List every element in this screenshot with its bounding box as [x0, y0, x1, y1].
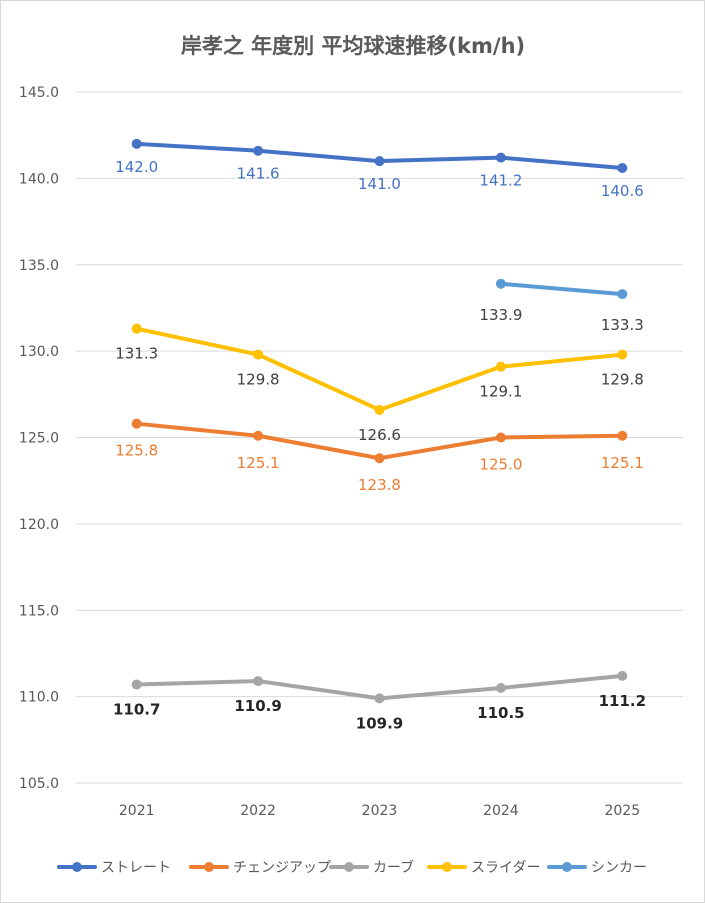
data-point: [253, 430, 264, 441]
data-label: 125.1: [601, 454, 644, 472]
chart-title: 岸孝之 年度別 平均球速推移(km/h): [181, 34, 525, 58]
legend-swatch-marker: [204, 862, 214, 872]
data-label: 110.9: [234, 697, 281, 715]
legend-label: チェンジアップ: [233, 860, 331, 876]
series-line: [134, 326, 625, 412]
data-label: 141.0: [358, 175, 401, 193]
x-tick-label: 2022: [240, 803, 276, 819]
y-tick-label: 120.0: [19, 517, 59, 533]
x-tick-label: 2024: [483, 803, 519, 819]
data-label: 125.0: [479, 456, 522, 474]
data-label-layer: 142.0 141.6 141.0 141.2 140.6 125.8 125.1 123.8…: [113, 158, 646, 733]
data-point: [617, 430, 628, 441]
legend-swatch-marker: [344, 862, 354, 872]
data-label: 125.1: [237, 454, 280, 472]
data-label: 111.2: [599, 692, 646, 710]
data-point: [495, 361, 506, 372]
data-label: 129.8: [601, 371, 644, 389]
series-layer: [131, 138, 628, 704]
data-label: 142.0: [115, 158, 158, 176]
data-point: [253, 349, 264, 360]
data-point: [495, 278, 506, 289]
data-point: [617, 289, 628, 300]
legend-label: ストレート: [101, 860, 171, 876]
data-point: [131, 679, 142, 690]
y-tick-label: 145.0: [19, 85, 59, 101]
x-tick-label: 2023: [362, 803, 398, 819]
data-label: 125.8: [115, 442, 158, 460]
legend-swatch-marker: [442, 862, 452, 872]
data-point: [131, 418, 142, 429]
data-point: [374, 453, 385, 464]
data-point: [617, 349, 628, 360]
data-label: 129.8: [237, 371, 280, 389]
data-label: 110.7: [113, 701, 160, 719]
x-tick-label: 2025: [604, 803, 640, 819]
y-tick-label: 135.0: [19, 258, 59, 274]
data-label: 141.2: [479, 172, 522, 190]
data-point: [495, 432, 506, 443]
data-label: 123.8: [358, 476, 401, 494]
data-point: [374, 404, 385, 415]
data-point: [131, 138, 142, 149]
data-point: [374, 156, 385, 167]
y-tick-label: 105.0: [19, 776, 59, 792]
y-tick-label: 125.0: [19, 431, 59, 447]
data-label: 133.9: [479, 306, 522, 324]
data-point: [495, 682, 506, 693]
data-label: 131.3: [115, 345, 158, 363]
y-tick-label: 140.0: [19, 171, 59, 187]
legend-swatch-marker: [72, 862, 82, 872]
data-label: 133.3: [601, 316, 644, 334]
legend-label: カーブ: [373, 859, 414, 876]
legend-swatch-marker: [562, 862, 572, 872]
data-label: 110.5: [477, 704, 524, 722]
data-label: 129.1: [479, 383, 522, 401]
data-point: [495, 152, 506, 163]
legend-label: シンカー: [591, 860, 647, 876]
data-point: [253, 676, 264, 687]
data-point: [617, 670, 628, 681]
x-axis-ticks: 2021 2022 2023 2024 2025: [119, 803, 640, 819]
data-point: [374, 693, 385, 704]
y-tick-label: 110.0: [19, 690, 59, 706]
legend-label: スライダー: [471, 860, 540, 876]
data-point: [131, 323, 142, 334]
y-tick-label: 115.0: [19, 603, 59, 619]
data-label: 141.6: [237, 165, 280, 183]
y-tick-label: 130.0: [19, 344, 59, 360]
grid-layer: [76, 91, 683, 784]
data-label: 109.9: [356, 714, 403, 732]
y-axis-ticks: 105.0 110.0 115.0 120.0 125.0 130.0 135.0 140.0…: [19, 85, 59, 792]
data-label: 140.6: [601, 182, 644, 200]
legend: ストレート チェンジアップ カーブ スライダー シンカー: [57, 859, 647, 876]
data-point: [617, 163, 628, 174]
series-line: [498, 281, 625, 297]
data-label: 126.6: [358, 426, 401, 444]
data-point: [253, 145, 264, 156]
x-tick-label: 2021: [119, 803, 155, 819]
